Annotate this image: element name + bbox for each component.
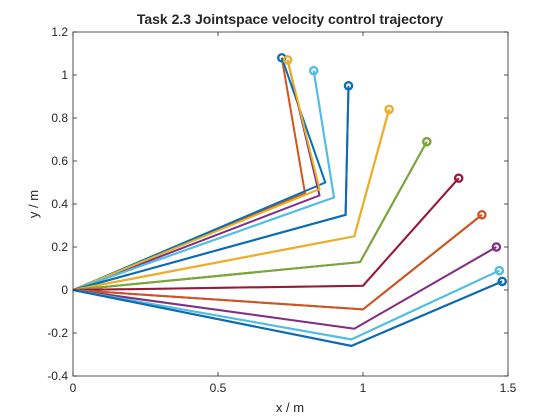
y-tick-label: 0.2 bbox=[51, 240, 68, 254]
end-effector-marker bbox=[454, 173, 464, 183]
y-tick-label: 0 bbox=[61, 283, 68, 297]
end-effector-marker bbox=[282, 55, 293, 65]
arm-trajectory-12 bbox=[72, 136, 432, 291]
arm-trajectory-22 bbox=[72, 276, 507, 347]
arm-line bbox=[72, 59, 321, 291]
series-layer bbox=[72, 53, 507, 347]
y-tick-label: 0.8 bbox=[51, 111, 68, 125]
end-effector-marker bbox=[309, 65, 319, 76]
arm-line bbox=[72, 109, 391, 291]
arm-line bbox=[72, 141, 428, 291]
end-effector-marker bbox=[494, 265, 504, 276]
arm-line bbox=[72, 70, 336, 291]
y-tick-label: 0.4 bbox=[51, 197, 68, 211]
x-tick-label: 1.5 bbox=[500, 381, 517, 395]
y-tick-label: 1 bbox=[61, 68, 68, 82]
chart-title: Task 2.3 Jointspace velocity control tra… bbox=[137, 11, 444, 27]
axis-layer: 0 0.5 1 1.5 -0.4 -0.2 0 0.2 0.4 0.6 0.8 1 1.2 bbox=[47, 25, 516, 395]
x-tick-label: 0 bbox=[70, 381, 77, 395]
arm-trajectory-6 bbox=[72, 65, 336, 291]
arm-trajectory-20 bbox=[72, 265, 504, 341]
arm-line bbox=[72, 177, 460, 291]
y-axis-label: y / m bbox=[26, 190, 41, 218]
arm-line bbox=[72, 269, 500, 341]
end-effector-marker bbox=[497, 276, 507, 287]
x-axis-label: x / m bbox=[276, 400, 304, 415]
arm-line bbox=[72, 246, 497, 330]
end-effector-marker bbox=[477, 210, 487, 220]
arm-trajectory-18 bbox=[72, 242, 502, 330]
arm-trajectory-10 bbox=[72, 104, 394, 291]
end-effector-marker bbox=[422, 136, 432, 147]
arm-trajectory-16 bbox=[72, 210, 487, 311]
end-effector-marker bbox=[384, 104, 394, 115]
arm-trajectory-14 bbox=[72, 173, 464, 291]
arm-line bbox=[72, 214, 483, 311]
x-tick-label: 0.5 bbox=[210, 381, 227, 395]
x-tick-label: 1 bbox=[360, 381, 367, 395]
y-tick-label: -0.4 bbox=[47, 369, 68, 383]
arm-trajectory-8 bbox=[72, 81, 354, 291]
end-effector-marker bbox=[343, 81, 354, 91]
arm-line bbox=[72, 280, 503, 347]
y-tick-label: 0.6 bbox=[51, 154, 68, 168]
y-tick-label: 1.2 bbox=[51, 25, 68, 39]
y-tick-label: -0.2 bbox=[47, 326, 68, 340]
end-effector-marker bbox=[491, 242, 502, 252]
arm-trajectory-4 bbox=[72, 55, 321, 291]
arm-line bbox=[72, 85, 350, 291]
